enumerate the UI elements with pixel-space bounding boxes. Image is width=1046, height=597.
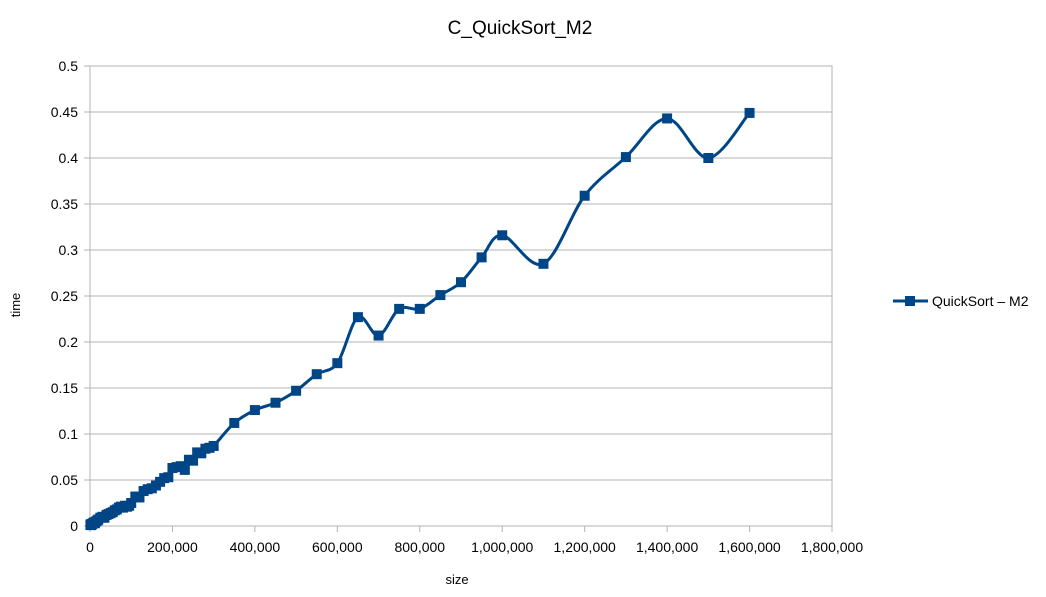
- data-point-marker: [163, 472, 174, 483]
- x-axis-ticks: 0 200,000 400,000 600,000 800,000 1,000,000 1,…: [86, 526, 863, 555]
- x-tick-label: 800,000: [394, 539, 445, 555]
- x-tick-label: 1,000,000: [471, 539, 533, 555]
- legend-label: QuickSort – M2: [932, 293, 1029, 309]
- data-point-marker: [744, 107, 755, 118]
- data-point-marker: [291, 385, 302, 396]
- y-axis-title: time: [8, 293, 23, 318]
- x-tick-label: 1,600,000: [718, 539, 780, 555]
- data-point-marker: [208, 440, 219, 451]
- y-tick-label: 0.3: [59, 242, 79, 258]
- x-tick-label: 200,000: [147, 539, 198, 555]
- data-point-marker: [620, 152, 631, 163]
- x-tick-label: 0: [86, 539, 94, 555]
- x-tick-label: 400,000: [230, 539, 281, 555]
- y-tick-label: 0.2: [59, 334, 79, 350]
- y-tick-label: 0: [70, 518, 78, 534]
- x-axis-title: size: [445, 572, 468, 587]
- data-point-marker: [476, 252, 487, 263]
- y-tick-label: 0.1: [59, 426, 79, 442]
- x-tick-label: 1,200,000: [554, 539, 616, 555]
- legend: QuickSort – M2: [893, 293, 1029, 309]
- data-point-marker: [497, 230, 508, 241]
- data-point-marker: [311, 369, 322, 380]
- data-point-marker: [538, 258, 549, 269]
- data-point-marker: [352, 312, 363, 323]
- data-point-marker: [126, 498, 137, 508]
- y-tick-label: 0.05: [51, 472, 78, 488]
- x-tick-label: 1,400,000: [636, 539, 698, 555]
- data-point-marker: [229, 417, 240, 428]
- data-point-marker: [332, 358, 343, 369]
- data-point-marker: [662, 113, 673, 124]
- data-point-marker: [456, 277, 466, 288]
- data-point-marker: [394, 303, 405, 314]
- y-tick-label: 0.5: [59, 58, 79, 74]
- data-point-marker: [270, 397, 281, 408]
- y-tick-label: 0.45: [51, 104, 78, 120]
- data-point-marker: [414, 303, 425, 314]
- y-tick-label: 0.35: [51, 196, 78, 212]
- y-tick-label: 0.15: [51, 380, 78, 396]
- y-tick-label: 0.25: [51, 288, 78, 304]
- y-tick-label: 0.4: [59, 150, 79, 166]
- data-point-marker: [579, 190, 590, 201]
- data-point-marker: [435, 290, 446, 301]
- data-point-marker: [188, 455, 199, 466]
- data-point-marker: [249, 405, 260, 416]
- data-point-marker: [179, 464, 190, 475]
- legend-marker-swatch: [905, 296, 915, 306]
- chart-title: C_QuickSort_M2: [448, 18, 593, 39]
- x-tick-label: 1,800,000: [801, 539, 863, 555]
- y-axis-ticks: 0 0.05 0.1 0.15 0.2 0.25 0.3 0.35 0.4 0.45 0.5: [51, 58, 90, 534]
- data-point-marker: [703, 153, 714, 163]
- series-layer: [85, 107, 755, 531]
- data-point-marker: [134, 492, 145, 503]
- data-point-marker: [373, 330, 384, 341]
- x-tick-label: 600,000: [312, 539, 363, 555]
